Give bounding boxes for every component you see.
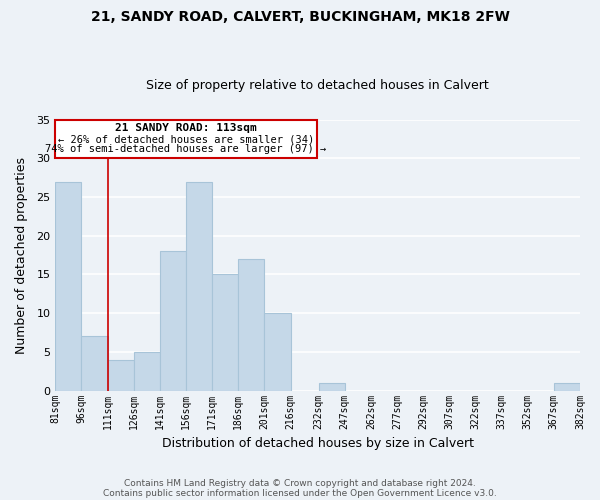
Bar — [55, 182, 82, 390]
Text: Contains public sector information licensed under the Open Government Licence v3: Contains public sector information licen… — [103, 488, 497, 498]
Bar — [319, 383, 344, 390]
Text: 21, SANDY ROAD, CALVERT, BUCKINGHAM, MK18 2FW: 21, SANDY ROAD, CALVERT, BUCKINGHAM, MK1… — [91, 10, 509, 24]
X-axis label: Distribution of detached houses by size in Calvert: Distribution of detached houses by size … — [161, 437, 473, 450]
Bar — [134, 352, 160, 391]
Y-axis label: Number of detached properties: Number of detached properties — [15, 156, 28, 354]
Bar — [186, 182, 212, 390]
Bar — [82, 336, 107, 390]
Text: ← 26% of detached houses are smaller (34): ← 26% of detached houses are smaller (34… — [58, 134, 314, 144]
Title: Size of property relative to detached houses in Calvert: Size of property relative to detached ho… — [146, 79, 489, 92]
FancyBboxPatch shape — [55, 120, 317, 158]
Bar — [554, 383, 580, 390]
Text: 74% of semi-detached houses are larger (97) →: 74% of semi-detached houses are larger (… — [46, 144, 326, 154]
Text: 21 SANDY ROAD: 113sqm: 21 SANDY ROAD: 113sqm — [115, 124, 257, 134]
Bar — [212, 274, 238, 390]
Bar — [238, 259, 265, 390]
Bar — [160, 251, 186, 390]
Bar — [265, 313, 290, 390]
Bar — [107, 360, 134, 390]
Text: Contains HM Land Registry data © Crown copyright and database right 2024.: Contains HM Land Registry data © Crown c… — [124, 478, 476, 488]
